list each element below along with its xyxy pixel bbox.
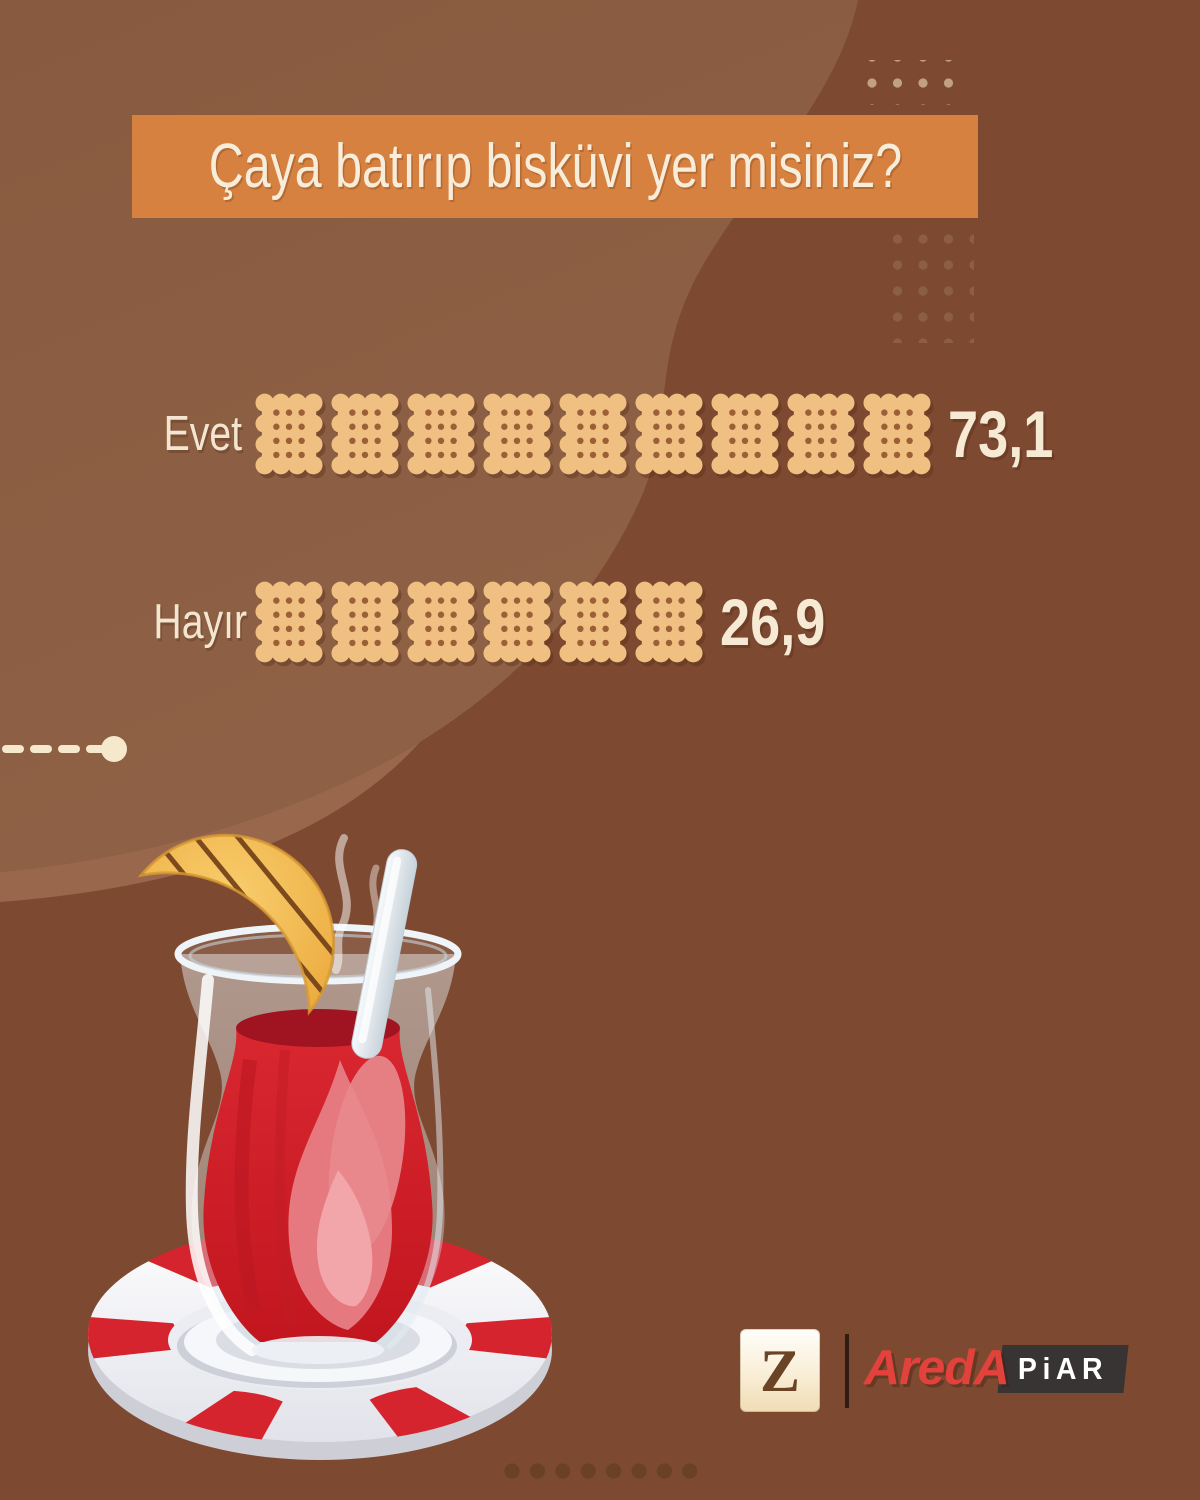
row-label-evet: Evet (163, 407, 242, 461)
saucer-red-decor (88, 1237, 552, 1440)
tea (203, 1009, 433, 1342)
row-value-evet: 73,1 (948, 397, 1054, 471)
biscuit-icon (482, 579, 552, 665)
biscuit-icon (862, 391, 932, 477)
biscuit-icon (710, 391, 780, 477)
tea-glass-illustration (88, 827, 552, 1460)
biscuit-icon (558, 391, 628, 477)
biscuit-icon (634, 391, 704, 477)
glass-highlight (185, 974, 258, 1356)
dashed-connector (2, 736, 127, 762)
z-logo-letter: Z (759, 1337, 801, 1404)
biscuit-icon (330, 579, 400, 665)
biscuit-icon (558, 579, 628, 665)
dot-grid-bottom (884, 221, 974, 343)
logo-divider (845, 1334, 849, 1408)
dot-grid-top (863, 60, 953, 105)
biscuit-icon (254, 391, 324, 477)
question-title: Çaya batırıp bisküvi yer misiniz? (208, 132, 902, 201)
biscuit-icon (786, 391, 856, 477)
biscuit-icon (406, 579, 476, 665)
row-label-hayir: Hayır (153, 595, 248, 649)
chart-row-hayir: Hayır 26,9 (130, 579, 848, 665)
biscuit-icon (330, 391, 400, 477)
z-logo: Z (740, 1329, 820, 1412)
brand-badge-piar: PiAR (997, 1345, 1129, 1393)
brand-badge-label: PiAR (1017, 1351, 1109, 1386)
biscuit-strip-hayir (254, 579, 704, 665)
biscuit-strip-evet (254, 391, 932, 477)
biscuit-icon (254, 579, 324, 665)
connector-dot (101, 736, 127, 762)
biscuit-icon (406, 391, 476, 477)
spoon (351, 849, 418, 1059)
chart-row-evet: Evet 73,1 (130, 391, 1076, 477)
title-banner: Çaya batırıp bisküvi yer misiniz? (132, 115, 978, 218)
biscuit-icon (634, 579, 704, 665)
row-value-hayir: 26,9 (720, 585, 826, 659)
brand-logo-areda: AredA (864, 1341, 1010, 1395)
biscuit-icon (482, 391, 552, 477)
